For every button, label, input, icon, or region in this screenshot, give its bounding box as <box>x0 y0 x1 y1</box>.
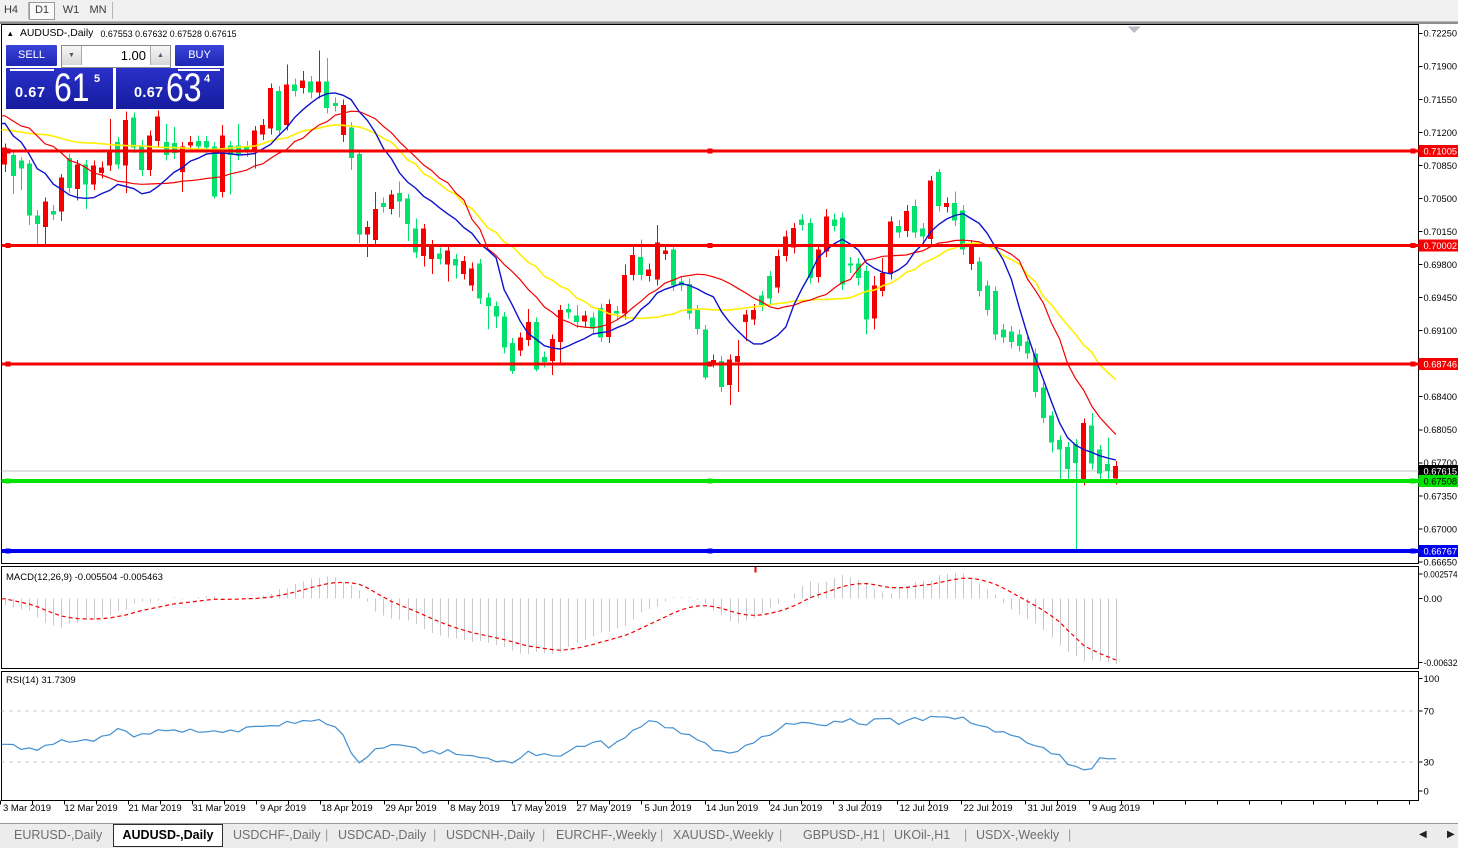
svg-text:70: 70 <box>1424 707 1435 718</box>
svg-text:22 Jul 2019: 22 Jul 2019 <box>963 803 1012 814</box>
svg-text:0.68746: 0.68746 <box>1424 360 1458 371</box>
svg-text:0.67615: 0.67615 <box>1424 466 1458 477</box>
svg-text:27 May 2019: 27 May 2019 <box>577 803 632 814</box>
svg-text:17 May 2019: 17 May 2019 <box>512 803 567 814</box>
svg-text:30: 30 <box>1424 758 1435 769</box>
svg-text:0.67000: 0.67000 <box>1424 524 1458 535</box>
svg-text:0.71200: 0.71200 <box>1424 128 1458 139</box>
svg-text:0.69100: 0.69100 <box>1424 326 1458 337</box>
svg-text:3 Mar 2019: 3 Mar 2019 <box>3 803 51 814</box>
svg-text:12 Jul 2019: 12 Jul 2019 <box>899 803 948 814</box>
svg-text:3 Jul 2019: 3 Jul 2019 <box>838 803 882 814</box>
svg-text:MACD(12,26,9) -0.005504 -0.005: MACD(12,26,9) -0.005504 -0.005463 <box>6 572 163 583</box>
svg-text:5 Jun 2019: 5 Jun 2019 <box>644 803 691 814</box>
svg-text:8 May 2019: 8 May 2019 <box>450 803 500 814</box>
svg-text:31 Jul 2019: 31 Jul 2019 <box>1027 803 1076 814</box>
svg-text:0.66767: 0.66767 <box>1424 547 1458 558</box>
svg-text:0.68050: 0.68050 <box>1424 425 1458 436</box>
svg-text:0.71005: 0.71005 <box>1424 146 1458 157</box>
svg-text:0.67508: 0.67508 <box>1424 477 1458 488</box>
svg-text:0.70500: 0.70500 <box>1424 194 1458 205</box>
svg-text:0.72250: 0.72250 <box>1424 29 1458 40</box>
svg-text:29 Apr 2019: 29 Apr 2019 <box>385 803 436 814</box>
svg-text:0.00: 0.00 <box>1424 594 1443 605</box>
svg-text:0.67700: 0.67700 <box>1424 458 1458 469</box>
svg-text:21 Mar 2019: 21 Mar 2019 <box>128 803 181 814</box>
svg-text:RSI(14) 31.7309: RSI(14) 31.7309 <box>6 675 76 686</box>
svg-text:0: 0 <box>1424 787 1429 798</box>
svg-text:24 Jun 2019: 24 Jun 2019 <box>770 803 822 814</box>
svg-text:0.67350: 0.67350 <box>1424 491 1458 502</box>
svg-text:9 Apr 2019: 9 Apr 2019 <box>260 803 306 814</box>
svg-text:0.002574: 0.002574 <box>1424 569 1458 580</box>
svg-text:0.70002: 0.70002 <box>1424 241 1458 252</box>
svg-text:0.71900: 0.71900 <box>1424 62 1458 73</box>
svg-text:0.69800: 0.69800 <box>1424 260 1458 271</box>
svg-text:0.70150: 0.70150 <box>1424 227 1458 238</box>
svg-text:0.70850: 0.70850 <box>1424 161 1458 172</box>
svg-text:12 Mar 2019: 12 Mar 2019 <box>64 803 117 814</box>
svg-text:0.71550: 0.71550 <box>1424 95 1458 106</box>
svg-text:14 Jun 2019: 14 Jun 2019 <box>706 803 758 814</box>
svg-text:0.66650: 0.66650 <box>1424 557 1458 568</box>
svg-text:18 Apr 2019: 18 Apr 2019 <box>321 803 372 814</box>
svg-text:100: 100 <box>1424 674 1440 685</box>
svg-text:0.68400: 0.68400 <box>1424 392 1458 403</box>
svg-text:-0.00632: -0.00632 <box>1424 658 1458 669</box>
svg-text:0.69450: 0.69450 <box>1424 293 1458 304</box>
svg-text:31 Mar 2019: 31 Mar 2019 <box>192 803 245 814</box>
svg-text:9 Aug 2019: 9 Aug 2019 <box>1092 803 1140 814</box>
